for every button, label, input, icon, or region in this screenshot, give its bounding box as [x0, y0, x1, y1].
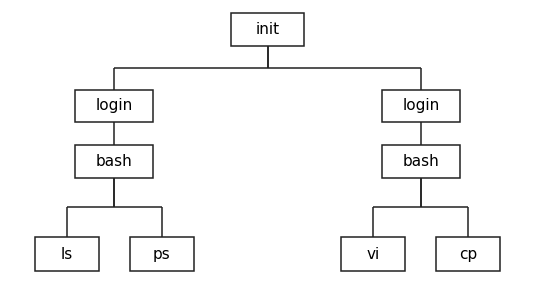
- Bar: [75, 90, 153, 122]
- Bar: [382, 146, 460, 178]
- Text: init: init: [255, 22, 280, 37]
- Text: ls: ls: [61, 246, 73, 262]
- Text: ps: ps: [152, 246, 171, 262]
- Text: cp: cp: [459, 246, 477, 262]
- Text: bash: bash: [96, 154, 133, 169]
- Text: bash: bash: [402, 154, 439, 169]
- Bar: [231, 13, 304, 45]
- Bar: [75, 146, 153, 178]
- Bar: [382, 90, 460, 122]
- Bar: [341, 237, 406, 271]
- Bar: [436, 237, 500, 271]
- Text: vi: vi: [367, 246, 380, 262]
- Text: login: login: [96, 98, 133, 113]
- Bar: [129, 237, 194, 271]
- Text: login: login: [402, 98, 439, 113]
- Bar: [35, 237, 99, 271]
